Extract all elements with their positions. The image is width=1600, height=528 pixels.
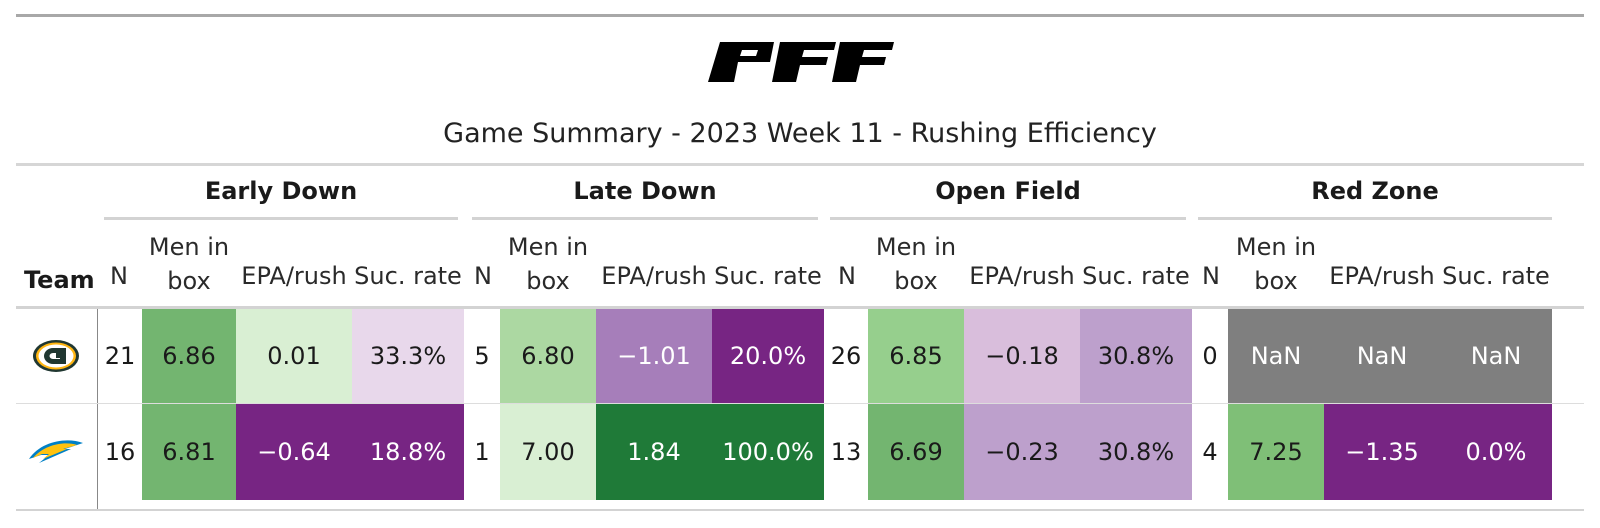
header-divider <box>16 306 1584 309</box>
title-divider <box>16 163 1584 166</box>
column-header-n: N <box>110 262 128 290</box>
team-column-divider <box>97 309 98 509</box>
cell-n: 26 <box>824 309 868 403</box>
cell-suc-rate: NaN <box>1440 309 1552 403</box>
cell-men-in-box: 6.86 <box>142 309 236 403</box>
group-rule <box>830 217 1186 220</box>
cell-epa: 1.84 <box>596 404 712 500</box>
column-header-men-line2: box <box>167 267 211 295</box>
team-cell <box>16 309 96 403</box>
cell-suc-rate: 18.8% <box>352 404 464 500</box>
column-header-men-in-box: Men in box <box>142 230 236 298</box>
cell-men-in-box: 6.69 <box>868 404 964 500</box>
column-header-epa: EPA/rush <box>601 262 707 290</box>
column-header-suc-rate: Suc. rate <box>1082 262 1190 290</box>
group-header-open-field: Open Field <box>935 177 1081 205</box>
column-header-men-line1: Men in <box>148 233 230 261</box>
column-header-men-in-box: Men in box <box>1228 230 1324 298</box>
group-header-late-down: Late Down <box>573 177 717 205</box>
column-header-men-in-box: Men in box <box>868 230 964 298</box>
column-header-men-line2: box <box>526 267 570 295</box>
group-rule <box>104 217 458 220</box>
cell-n: 5 <box>464 309 500 403</box>
cell-men-in-box: 7.25 <box>1228 404 1324 500</box>
row-divider <box>16 403 1584 404</box>
cell-epa: −1.35 <box>1324 404 1440 500</box>
cell-n: 16 <box>98 404 142 500</box>
group-header-red-zone: Red Zone <box>1311 177 1439 205</box>
packers-logo-icon <box>33 340 79 372</box>
cell-suc-rate: 20.0% <box>712 309 824 403</box>
column-header-men-line1: Men in <box>507 233 589 261</box>
column-header-men-line1: Men in <box>875 233 957 261</box>
column-header-n: N <box>1202 262 1220 290</box>
cell-men-in-box: 6.85 <box>868 309 964 403</box>
cell-suc-rate: 33.3% <box>352 309 464 403</box>
group-rule <box>472 217 818 220</box>
column-header-men-line1: Men in <box>1235 233 1317 261</box>
column-header-suc-rate: Suc. rate <box>714 262 822 290</box>
cell-men-in-box: 6.80 <box>500 309 596 403</box>
column-header-team: Team <box>24 266 95 294</box>
cell-epa: −0.18 <box>964 309 1080 403</box>
column-header-epa: EPA/rush <box>1329 262 1435 290</box>
column-header-epa: EPA/rush <box>969 262 1075 290</box>
pff-logo-icon <box>708 42 894 82</box>
top-divider <box>16 14 1584 17</box>
page-title: Game Summary - 2023 Week 11 - Rushing Ef… <box>443 118 1157 149</box>
column-header-men-in-box: Men in box <box>500 230 596 298</box>
column-header-men-line2: box <box>894 267 938 295</box>
column-header-suc-rate: Suc. rate <box>1442 262 1550 290</box>
column-header-men-line2: box <box>1254 267 1298 295</box>
group-rule <box>1198 217 1552 220</box>
chargers-logo-icon <box>29 440 83 463</box>
cell-epa: −0.23 <box>964 404 1080 500</box>
cell-suc-rate: 30.8% <box>1080 404 1192 500</box>
column-header-suc-rate: Suc. rate <box>354 262 462 290</box>
cell-suc-rate: 100.0% <box>712 404 824 500</box>
cell-n: 13 <box>824 404 868 500</box>
cell-n: 1 <box>464 404 500 500</box>
cell-suc-rate: 0.0% <box>1440 404 1552 500</box>
cell-men-in-box: 7.00 <box>500 404 596 500</box>
cell-epa: NaN <box>1324 309 1440 403</box>
cell-epa: −1.01 <box>596 309 712 403</box>
column-header-n: N <box>838 262 856 290</box>
cell-epa: 0.01 <box>236 309 352 403</box>
team-cell <box>16 404 96 500</box>
cell-n: 0 <box>1192 309 1228 403</box>
cell-men-in-box: 6.81 <box>142 404 236 500</box>
cell-men-in-box: NaN <box>1228 309 1324 403</box>
cell-suc-rate: 30.8% <box>1080 309 1192 403</box>
cell-n: 21 <box>98 309 142 403</box>
group-header-early-down: Early Down <box>204 177 358 205</box>
cell-epa: −0.64 <box>236 404 352 500</box>
bottom-divider <box>16 509 1584 511</box>
column-header-epa: EPA/rush <box>241 262 347 290</box>
cell-n: 4 <box>1192 404 1228 500</box>
column-header-n: N <box>474 262 492 290</box>
